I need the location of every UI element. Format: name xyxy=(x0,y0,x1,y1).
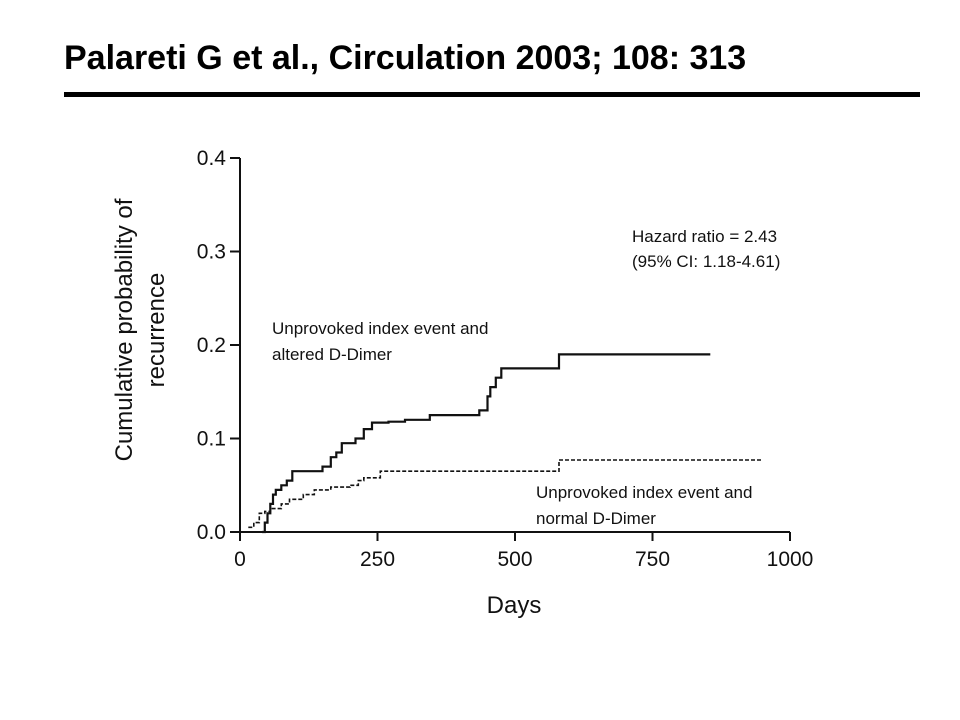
series-label-normal-line-2: normal D-Dimer xyxy=(536,509,656,528)
chart-series xyxy=(248,353,763,534)
y-tick-label: 0.3 xyxy=(197,241,226,264)
y-tick-label: 0.2 xyxy=(197,334,226,357)
y-axis-title-line-1: Cumulative probability of xyxy=(111,198,138,461)
x-tick-label: 500 xyxy=(497,548,532,571)
chart-labels: Cumulative probability of recurrence Day… xyxy=(111,198,780,619)
y-tick-label: 0.1 xyxy=(197,428,226,451)
x-tick-label: 750 xyxy=(635,548,670,571)
series-line-0 xyxy=(262,353,711,534)
x-tick-label: 1000 xyxy=(767,548,814,571)
series-label-altered-line-2: altered D-Dimer xyxy=(272,345,392,364)
x-tick-label: 250 xyxy=(360,548,395,571)
y-tick-label: 0.0 xyxy=(197,521,226,544)
title-rule xyxy=(64,92,920,97)
series-label-altered-line-1: Unprovoked index event and xyxy=(272,319,488,338)
series-line-1 xyxy=(248,459,763,529)
y-axis-title-line-2: recurrence xyxy=(143,273,170,388)
x-axis-title: Days xyxy=(487,592,542,619)
series-label-normal-line-1: Unprovoked index event and xyxy=(536,483,752,502)
x-tick-label: 0 xyxy=(234,548,246,571)
chart-axes: 0.0 0.1 0.2 0.3 0.4 0 250 500 750 1000 xyxy=(197,147,814,571)
hazard-ratio-line-1: Hazard ratio = 2.43 xyxy=(632,227,777,246)
hazard-ratio-line-2: (95% CI: 1.18-4.61) xyxy=(632,252,780,271)
y-tick-label: 0.4 xyxy=(197,147,227,170)
slide-title: Palareti G et al., Circulation 2003; 108… xyxy=(64,39,747,77)
